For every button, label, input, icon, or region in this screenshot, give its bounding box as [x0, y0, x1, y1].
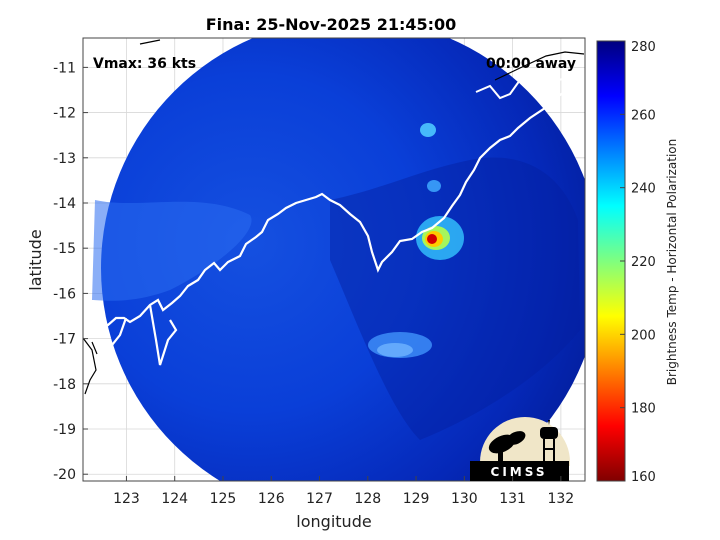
coastline-top-bay [475, 69, 583, 100]
water-tower-icon [540, 420, 558, 461]
x-tick-label: 129 [403, 491, 430, 507]
feature-cloud-mid [427, 180, 441, 192]
y-tick-label: -16 [53, 286, 76, 302]
x-tick-label: 131 [499, 491, 526, 507]
x-tick-label: 128 [354, 491, 381, 507]
coastline-top-outside [139, 39, 585, 81]
y-axis-ticks: -11 -12 -13 -14 -15 -16 -17 -18 -19 -20 [53, 60, 88, 483]
plot-area: Vmax: 36 kts 00:00 away CIMSS [82, 37, 586, 482]
coastline [83, 39, 585, 395]
swath [92, 38, 585, 481]
cimss-logo: CIMSS [470, 417, 570, 481]
y-tick-label: -18 [53, 377, 76, 393]
feature-storm-core [427, 234, 437, 244]
coastline-outside [83, 337, 98, 395]
colorbar-label: Brightness Temp - Horizontal Polarizatio… [665, 139, 679, 386]
chart-title: Fina: 25-Nov-2025 21:45:00 [206, 15, 457, 34]
colorbar-tick-label: 240 [631, 182, 656, 197]
x-tick-label: 125 [210, 491, 237, 507]
colorbar-tick-label: 220 [631, 255, 656, 270]
y-tick-label: -12 [53, 106, 76, 122]
feature-cloud-south-core [377, 343, 413, 357]
x-tick-label: 127 [306, 491, 333, 507]
colorbar-ticks: 280 260 240 220 200 180 160 [620, 40, 656, 485]
y-axis-label: latitude [26, 229, 45, 290]
x-axis-ticks: 123 124 125 126 127 128 129 130 131 132 [113, 476, 574, 507]
x-tick-label: 124 [161, 491, 188, 507]
coastline-main [87, 80, 585, 331]
y-tick-label: -11 [53, 60, 76, 76]
plot-frame [82, 37, 586, 482]
x-tick-label: 132 [547, 491, 574, 507]
satellite-dish-icon [488, 431, 526, 462]
y-tick-label: -20 [53, 467, 76, 483]
swath-light-west [92, 200, 252, 301]
vmax-annotation: Vmax: 36 kts [93, 56, 196, 72]
colorbar-tick-label: 180 [631, 402, 656, 417]
x-axis-label: longitude [296, 512, 371, 531]
time-away-annotation: 00:00 away [486, 56, 576, 72]
colorbar-tick-label: 280 [631, 40, 656, 55]
y-tick-label: -17 [53, 332, 76, 348]
colorbar: 280 260 240 220 200 180 160 Brightness Temp - … [596, 40, 679, 485]
y-tick-label: -13 [53, 151, 76, 167]
feature-cloud-north [420, 123, 436, 137]
colorbar-tick-label: 160 [631, 470, 656, 485]
x-tick-label: 123 [113, 491, 140, 507]
coastline-kimberley [104, 304, 178, 366]
x-tick-label: 126 [258, 491, 285, 507]
x-tick-label: 130 [451, 491, 478, 507]
colorbar-tick-label: 260 [631, 108, 656, 123]
swath-dark-east [330, 157, 580, 440]
colorbar-tick-label: 200 [631, 328, 656, 343]
swath-disc [101, 38, 585, 481]
y-tick-label: -14 [53, 196, 76, 212]
y-tick-label: -19 [53, 422, 76, 438]
logo-text: CIMSS [491, 465, 548, 479]
y-tick-label: -15 [53, 241, 76, 257]
logo-banner [470, 461, 569, 481]
